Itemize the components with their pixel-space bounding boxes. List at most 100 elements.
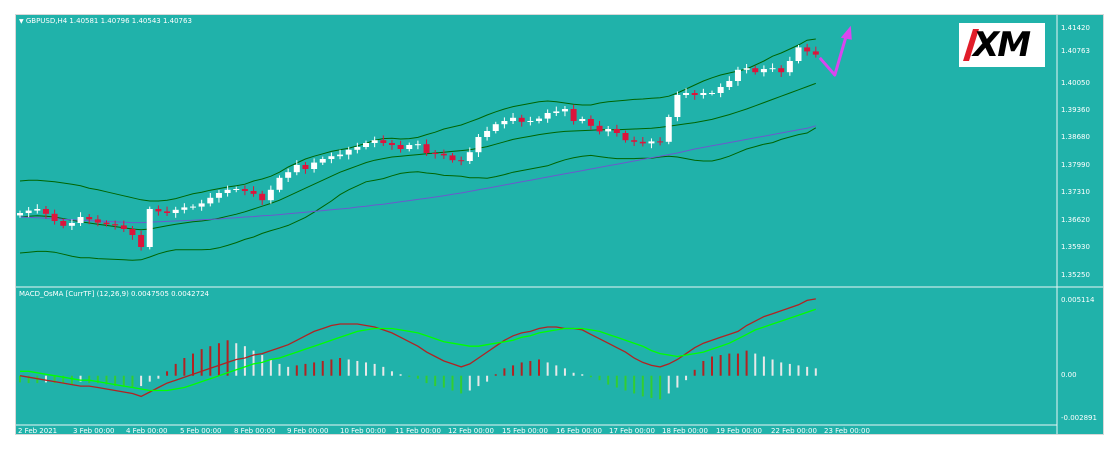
price-tick-label: 1.39360 — [1061, 106, 1090, 115]
histogram-bar — [373, 363, 376, 376]
candle-body — [328, 156, 335, 159]
histogram-bar — [754, 353, 757, 376]
histogram-bar — [226, 340, 229, 376]
indicator-header: MACD_OsMA [CurrTF] (12,26,9) 0.0047505 0… — [19, 290, 209, 298]
candle-body — [484, 131, 491, 137]
candle-body — [492, 124, 499, 131]
candle-body — [423, 144, 430, 153]
candle-body — [319, 159, 326, 163]
histogram-bar — [425, 375, 428, 384]
histogram-bar — [762, 356, 765, 376]
candle-body — [657, 141, 664, 143]
candle-body — [120, 225, 127, 229]
histogram-bar — [641, 375, 644, 397]
candle-body — [311, 162, 318, 169]
candle-body — [25, 210, 32, 213]
candle-body — [752, 68, 759, 73]
time-tick-label: 16 Feb 00:00 — [556, 427, 602, 435]
candle-body — [605, 129, 612, 132]
price-tick-label: 1.36620 — [1061, 215, 1090, 224]
histogram-bar — [477, 375, 480, 387]
candle-body — [86, 217, 93, 220]
histogram-bar — [390, 371, 393, 376]
candle-body — [94, 219, 101, 223]
candle-body — [302, 165, 309, 169]
price-tick-label: 1.40050 — [1061, 78, 1090, 87]
candle-body — [371, 140, 378, 143]
candle-body — [501, 121, 508, 125]
histogram-bar — [399, 374, 402, 376]
candle-body — [691, 93, 698, 95]
histogram-bar — [88, 375, 91, 384]
histogram-bar — [650, 375, 653, 398]
histogram-bar — [624, 375, 627, 391]
histogram-bar — [105, 375, 108, 385]
histogram-bar — [304, 363, 307, 376]
candle-body — [215, 193, 222, 198]
histogram-bar — [555, 365, 558, 376]
histogram-bar — [148, 375, 151, 382]
candle-body — [631, 140, 638, 142]
candle-body — [146, 209, 153, 247]
xm-logo-mark-icon — [963, 29, 979, 61]
histogram-bar — [486, 375, 489, 382]
time-tick-label: 9 Feb 00:00 — [287, 427, 329, 435]
histogram-bar — [365, 362, 367, 376]
histogram-bar — [209, 346, 212, 376]
candle-body — [596, 125, 603, 132]
histogram-bar — [442, 375, 445, 388]
histogram-bar — [598, 375, 601, 381]
candle-body — [440, 153, 447, 156]
time-tick-label: 8 Feb 00:00 — [234, 427, 276, 435]
candle-body — [224, 189, 231, 193]
xm-logo-text: XM — [973, 25, 1031, 65]
time-tick-label: 15 Feb 00:00 — [502, 427, 548, 435]
candle-body — [622, 133, 629, 141]
histogram-bar — [572, 372, 575, 376]
histogram-bar — [157, 375, 160, 379]
histogram-bar — [520, 362, 523, 376]
price-tick-label: 1.35250 — [1061, 270, 1090, 279]
histogram-bar — [166, 371, 169, 376]
candle-body — [561, 109, 568, 112]
last-price-label: 1.40763 — [1061, 47, 1090, 55]
candle-body — [207, 197, 214, 204]
histogram-bar — [676, 375, 679, 388]
histogram-bar — [62, 375, 65, 384]
histogram-bar — [114, 375, 117, 387]
time-tick-label: 10 Feb 00:00 — [340, 427, 386, 435]
chart-window[interactable]: ▼ GBPUSD,H4 1.40581 1.40796 1.40543 1.40… — [15, 14, 1104, 435]
candle-body — [613, 129, 620, 133]
candle-body — [190, 206, 196, 208]
time-tick-label: 11 Feb 00:00 — [395, 427, 441, 435]
collapse-triangle-icon[interactable]: ▼ — [19, 18, 24, 25]
histogram-bar — [53, 375, 56, 384]
histogram-bar — [589, 375, 592, 378]
candle-body — [259, 193, 266, 201]
histogram-bar — [79, 375, 82, 382]
symbol-header-text: GBPUSD,H4 1.40581 1.40796 1.40543 1.4076… — [25, 17, 192, 25]
histogram-bar — [711, 356, 713, 376]
candle-body — [778, 68, 785, 73]
candle-body — [198, 203, 205, 207]
candle-body — [527, 121, 534, 122]
candle-body — [138, 235, 145, 247]
candle-body — [570, 109, 577, 121]
candle-body — [363, 143, 369, 147]
time-tick-label: 23 Feb 00:00 — [824, 427, 870, 435]
histogram-bar — [347, 359, 350, 376]
candle-body — [276, 177, 283, 190]
candle-body — [639, 141, 646, 144]
histogram-bar — [278, 363, 281, 376]
candle-body — [250, 191, 257, 194]
histogram-bar — [685, 375, 688, 381]
chart-canvas[interactable] — [16, 15, 1104, 435]
candle-body — [743, 68, 750, 70]
candle-body — [172, 209, 179, 213]
last-price-tag: 1.40763 — [1059, 47, 1099, 56]
histogram-bar — [581, 374, 584, 376]
histogram-bar — [243, 346, 246, 376]
candle-body — [397, 145, 404, 149]
histogram-bar — [252, 350, 255, 376]
candle-body — [112, 224, 119, 226]
